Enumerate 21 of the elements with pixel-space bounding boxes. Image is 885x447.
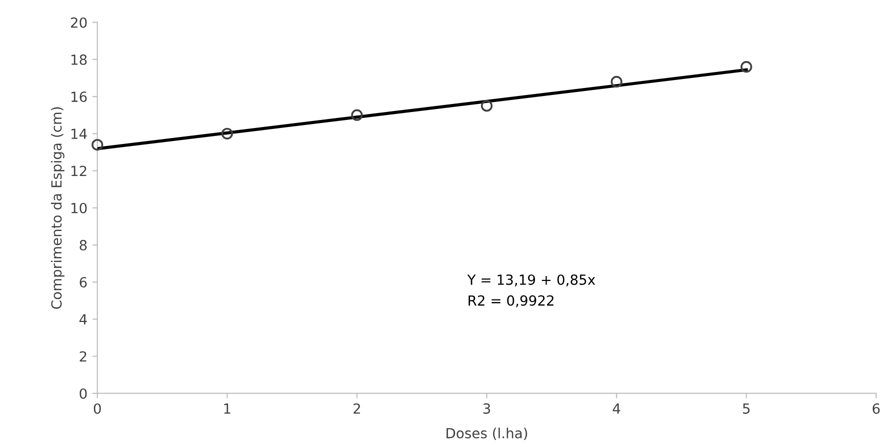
- x-tick-label: 2: [354, 403, 360, 414]
- x-tick-label: 0: [94, 403, 101, 414]
- x-tick-label: 3: [483, 403, 490, 414]
- x-tick-label: 6: [872, 403, 880, 414]
- y-axis-title: Comprimento da Espiga (cm): [50, 107, 64, 309]
- annotation: Y = 13,19 + 0,85x R2 = 0,9922: [467, 274, 596, 308]
- y-tick-label: 12: [71, 166, 86, 176]
- y-tick-label: 18: [71, 54, 87, 65]
- x-tick-label: 5: [743, 404, 750, 414]
- x-tick-label: 4: [612, 404, 620, 414]
- y-tick-label: 0: [80, 388, 87, 399]
- y-tick-label: 4: [79, 314, 87, 324]
- x-tick-label: 1: [224, 404, 230, 414]
- y-tick-label: 16: [71, 92, 87, 102]
- y-tick-label: 14: [71, 128, 87, 139]
- y-tick-label: 10: [71, 202, 87, 214]
- y-tick-label: 2: [80, 351, 86, 362]
- y-tick-label: 20: [70, 17, 87, 28]
- y-tick-label: 8: [80, 240, 87, 250]
- x-axis-title: Doses (l.ha): [446, 428, 528, 440]
- y-tick-label: 6: [80, 277, 87, 288]
